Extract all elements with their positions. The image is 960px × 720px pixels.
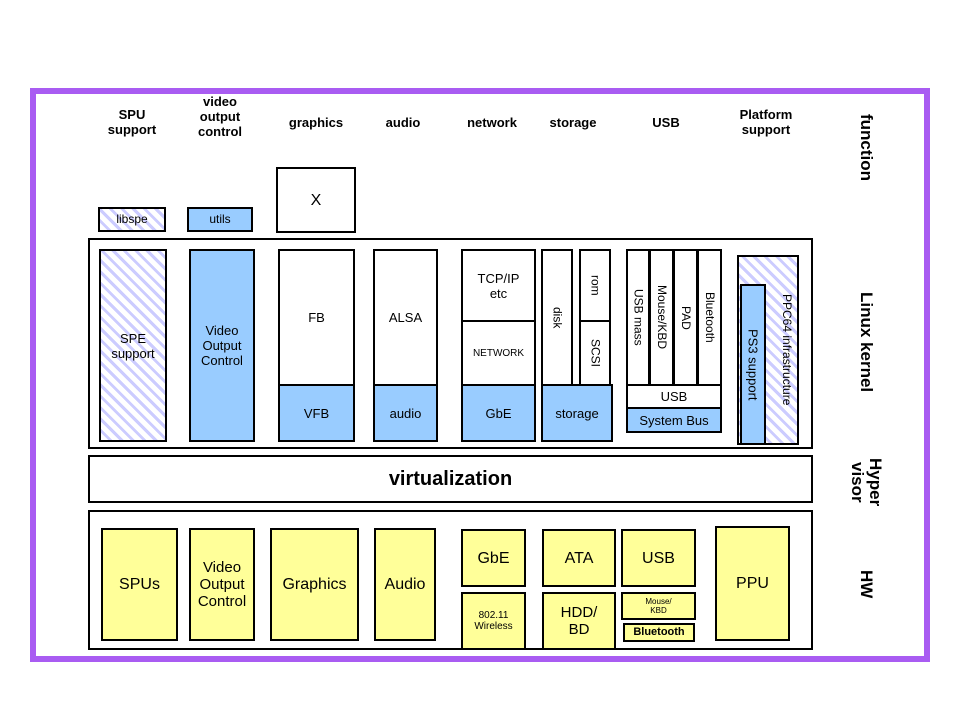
header-usb: USB	[652, 115, 680, 130]
kernel-rom-box: rom	[579, 249, 611, 322]
kernel-vfb-box: VFB	[278, 384, 355, 442]
linux-kernel-box: SPE support Video Output Control FB VFB …	[88, 238, 813, 449]
kernel-spe-support-box: SPE support	[99, 249, 167, 442]
kernel-video-output-control-box: Video Output Control	[189, 249, 255, 442]
kernel-system-bus-box: System Bus	[626, 407, 722, 433]
kernel-rom-label: rom	[588, 275, 603, 296]
hw-gbe-box: GbE	[461, 529, 526, 587]
kernel-bluetooth-box: Bluetooth	[697, 249, 722, 386]
hw-hdd-bd-box: HDD/ BD	[542, 592, 616, 650]
hw-usb-box: USB	[621, 529, 696, 587]
kernel-audio-box: audio	[373, 384, 438, 442]
header-graphics: graphics	[288, 115, 344, 130]
hw-spus-box: SPUs	[101, 528, 178, 641]
side-label-hypervisor: Hyper visor	[843, 450, 889, 514]
kernel-pad-box: PAD	[673, 249, 698, 386]
kernel-ps3-support-label: PS3 support	[745, 328, 761, 401]
kernel-usb-box: USB	[626, 384, 722, 409]
kernel-gbe-box: GbE	[461, 384, 536, 442]
virtualization-bar: virtualization	[88, 455, 813, 503]
side-label-hw: HW	[843, 555, 889, 613]
hw-audio-box: Audio	[374, 528, 436, 641]
kernel-network-box: NETWORK	[461, 320, 536, 386]
kernel-mouse-kbd-label: Mouse/KBD	[655, 285, 669, 350]
kernel-tcpip-box: TCP/IP etc	[461, 249, 536, 322]
side-label-function: function	[843, 95, 889, 200]
side-label-linux-kernel: Linux kernel	[843, 262, 889, 422]
header-storage: storage	[549, 115, 597, 130]
libspe-box: libspe	[98, 207, 166, 232]
kernel-usb-mass-label: USB mass	[631, 289, 646, 346]
hw-bluetooth-box: Bluetooth	[623, 623, 695, 642]
side-label-function-text: function	[857, 113, 876, 182]
header-spu-support: SPU support	[107, 107, 157, 137]
hw-video-output-control-box: Video Output Control	[189, 528, 255, 641]
header-video-output-control: video output control	[197, 94, 243, 139]
hw-graphics-box: Graphics	[270, 528, 359, 641]
kernel-ppc64-label: PPC64 infrastructure	[780, 294, 794, 406]
kernel-mouse-kbd-box: Mouse/KBD	[649, 249, 674, 386]
header-network: network	[467, 115, 517, 130]
kernel-scsi-label: SCSI	[588, 338, 603, 367]
kernel-scsi-box: SCSI	[579, 320, 611, 386]
kernel-usb-mass-box: USB mass	[626, 249, 650, 386]
header-platform-support: Platform support	[739, 107, 793, 137]
side-label-linux-kernel-text: Linux kernel	[857, 291, 876, 393]
side-label-hw-text: HW	[857, 569, 876, 599]
kernel-disk-box: disk	[541, 249, 573, 386]
hw-ppu-box: PPU	[715, 526, 790, 641]
utils-box: utils	[187, 207, 253, 232]
hw-box: SPUs Video Output Control Graphics Audio…	[88, 510, 813, 650]
kernel-disk-label: disk	[550, 306, 565, 329]
kernel-pad-label: PAD	[679, 305, 693, 330]
hw-mouse-kbd-box: Mouse/ KBD	[621, 592, 696, 620]
kernel-fb-box: FB	[278, 249, 355, 386]
kernel-ps3-support-box: PS3 support	[740, 284, 766, 445]
hw-wireless-box: 802.11 Wireless	[461, 592, 526, 650]
header-audio: audio	[385, 115, 421, 130]
side-label-hypervisor-text: Hyper visor	[848, 457, 885, 507]
kernel-bluetooth-label: Bluetooth	[703, 292, 717, 343]
kernel-storage-box: storage	[541, 384, 613, 442]
x-server-box: X	[276, 167, 356, 233]
kernel-alsa-box: ALSA	[373, 249, 438, 386]
hw-ata-box: ATA	[542, 529, 616, 587]
